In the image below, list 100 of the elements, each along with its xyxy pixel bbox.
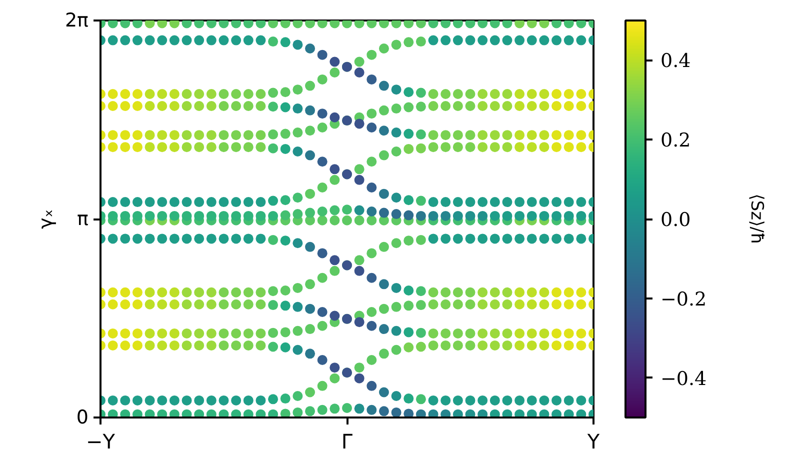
point — [280, 128, 290, 139]
point — [354, 404, 364, 414]
point — [206, 210, 216, 221]
color-bar-label: −0.4 — [660, 368, 707, 390]
point — [206, 409, 216, 418]
point — [305, 150, 316, 160]
point — [416, 210, 426, 221]
point — [490, 35, 500, 46]
point — [120, 130, 130, 140]
point — [366, 404, 377, 415]
point — [108, 409, 118, 418]
point — [206, 142, 216, 152]
point — [144, 35, 155, 46]
point — [206, 89, 216, 99]
point — [182, 340, 192, 350]
point — [206, 197, 216, 208]
point — [478, 35, 488, 46]
point — [132, 35, 142, 46]
point — [465, 328, 476, 338]
point — [305, 44, 316, 54]
point — [256, 395, 266, 406]
point — [366, 182, 377, 192]
point — [144, 340, 155, 350]
point — [330, 56, 340, 67]
point — [330, 255, 340, 266]
point — [576, 35, 586, 46]
point — [526, 328, 537, 338]
point — [416, 102, 426, 112]
point — [478, 197, 488, 208]
point — [428, 210, 438, 221]
point — [514, 197, 525, 208]
point — [440, 395, 451, 406]
color-bar-title: ⟨Sz⟩/ħ — [746, 194, 766, 244]
point — [428, 395, 438, 406]
point — [169, 299, 180, 310]
point — [539, 35, 550, 46]
point — [552, 142, 562, 152]
point — [305, 324, 316, 334]
point — [552, 234, 562, 244]
point — [182, 89, 192, 99]
point — [391, 84, 402, 95]
point — [120, 234, 130, 244]
point — [305, 242, 316, 252]
point — [514, 130, 525, 140]
point — [428, 35, 438, 46]
point — [514, 328, 525, 338]
point — [194, 299, 204, 310]
point — [231, 35, 242, 46]
point — [132, 328, 142, 338]
point — [552, 130, 562, 140]
point — [305, 304, 316, 314]
point — [404, 128, 414, 139]
point — [194, 130, 204, 140]
point — [478, 328, 488, 338]
point — [132, 409, 142, 418]
point — [440, 197, 451, 208]
point — [182, 328, 192, 338]
point — [330, 310, 340, 321]
point — [502, 197, 512, 208]
point — [280, 236, 290, 246]
point — [478, 130, 488, 140]
point — [157, 340, 168, 350]
point — [108, 328, 118, 338]
point — [157, 89, 168, 99]
point — [231, 395, 242, 406]
point — [169, 395, 180, 406]
point — [576, 234, 586, 244]
point — [378, 80, 389, 91]
point — [280, 327, 290, 338]
point — [526, 287, 537, 298]
point — [120, 197, 130, 208]
point — [182, 234, 192, 244]
point — [440, 130, 451, 140]
point — [502, 340, 512, 350]
point — [108, 142, 118, 152]
point — [169, 142, 180, 152]
point — [391, 209, 402, 220]
point — [218, 409, 229, 418]
point — [243, 197, 254, 208]
point — [144, 101, 155, 111]
point — [182, 395, 192, 406]
point — [502, 142, 512, 152]
point — [391, 128, 402, 138]
point — [132, 234, 142, 244]
point — [206, 130, 216, 140]
point — [564, 142, 574, 152]
point — [354, 68, 364, 78]
point — [330, 112, 340, 122]
y-axis-title: γₓ — [34, 209, 57, 229]
point — [243, 234, 254, 244]
point — [539, 130, 550, 140]
point — [218, 395, 229, 406]
point — [182, 210, 192, 221]
point — [169, 234, 180, 244]
point — [317, 50, 328, 60]
point — [354, 266, 364, 276]
point — [502, 101, 512, 111]
color-bar-label: 0.2 — [660, 130, 691, 152]
point — [144, 89, 155, 99]
point — [378, 126, 389, 136]
